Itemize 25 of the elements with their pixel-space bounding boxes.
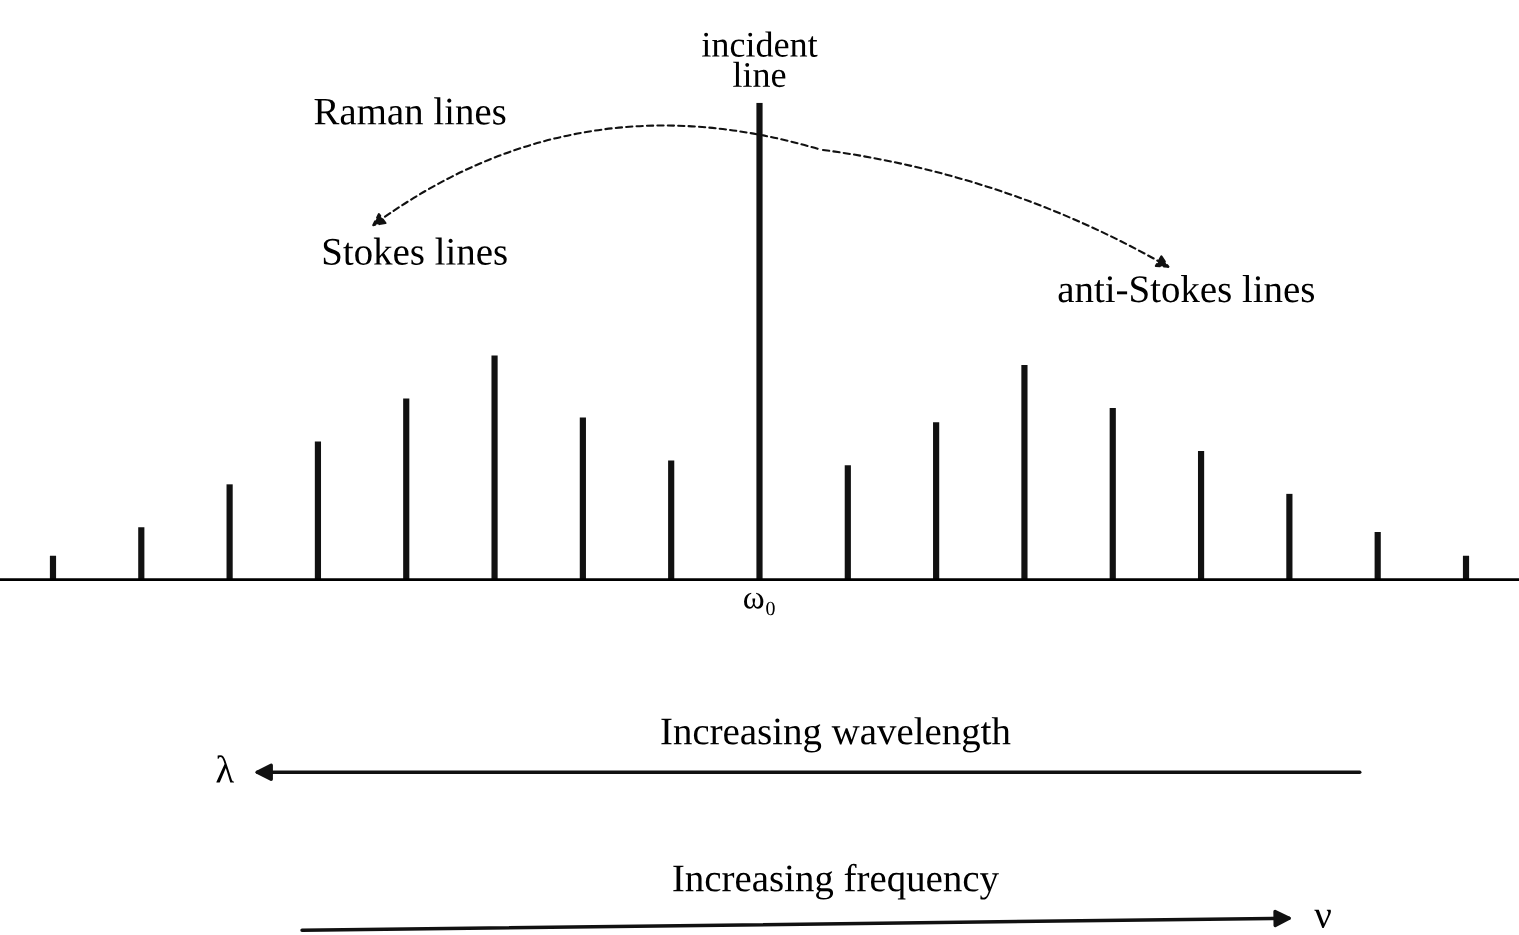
bar: [1021, 365, 1028, 580]
bar: [1462, 555, 1470, 580]
x-tick-label: ω₀: [744, 592, 775, 616]
bar: [579, 417, 586, 580]
bar: [1286, 493, 1293, 580]
bar: [226, 484, 233, 580]
bar: [314, 441, 322, 580]
bar: [668, 460, 675, 580]
text: Increasing wavelength: [661, 717, 1011, 753]
bar: [403, 398, 410, 580]
bar: [933, 422, 940, 580]
annotation: Raman lines: [314, 97, 506, 125]
text: λ: [216, 755, 235, 783]
bar: [844, 465, 851, 580]
text: ν: [1314, 909, 1331, 928]
bar: [1197, 450, 1205, 580]
bar: [49, 555, 57, 580]
annotation: Stokes lines: [323, 237, 507, 265]
bar: [138, 527, 145, 580]
annotation: anti-Stokes lines: [1058, 275, 1315, 303]
bar: [1109, 408, 1116, 580]
text: Increasing frequency: [673, 863, 999, 900]
bar: [1374, 532, 1381, 580]
bar: [491, 355, 498, 580]
annotation: incident line: [702, 31, 818, 88]
